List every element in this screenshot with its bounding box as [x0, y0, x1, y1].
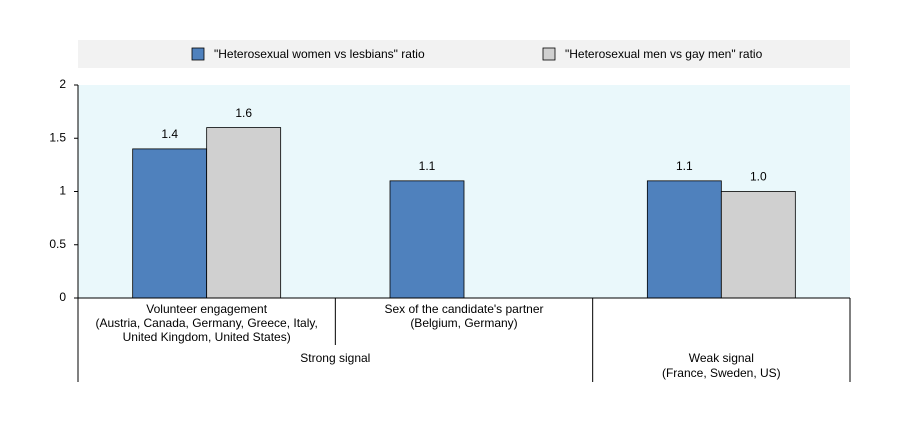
legend-band — [78, 40, 850, 68]
bar — [389, 180, 465, 299]
legend-swatch — [542, 47, 556, 61]
value-label: 1.6 — [235, 106, 252, 120]
legend-label: "Heterosexual men vs gay men" ratio — [565, 47, 763, 61]
x-tick-label: (Austria, Canada, Germany, Greece, Italy… — [96, 316, 318, 330]
value-label: 1.4 — [161, 127, 178, 141]
y-tick-label: 1 — [59, 184, 66, 198]
y-tick-label: 2 — [59, 77, 66, 91]
value-label: 1.0 — [750, 170, 767, 184]
y-tick-label: 0.5 — [49, 237, 66, 251]
x-tick-label: Sex of the candidate's partner — [384, 302, 543, 316]
bar — [646, 180, 722, 299]
bar — [132, 148, 208, 299]
group-label: Strong signal — [300, 351, 370, 365]
legend-swatch — [191, 47, 205, 61]
group-label: Weak signal — [689, 351, 754, 365]
value-label: 1.1 — [676, 159, 693, 173]
bar — [720, 191, 796, 299]
group-label: (France, Sweden, US) — [662, 366, 781, 380]
y-tick-label: 0 — [59, 290, 66, 304]
value-label: 1.1 — [419, 159, 436, 173]
y-tick-label: 1.5 — [49, 130, 66, 144]
legend-label: "Heterosexual women vs lesbians" ratio — [214, 47, 425, 61]
x-tick-label: (Belgium, Germany) — [410, 316, 517, 330]
bar — [206, 127, 282, 299]
x-tick-label: United Kingdom, United States) — [123, 330, 291, 344]
x-tick-label: Volunteer engagement — [146, 302, 267, 316]
